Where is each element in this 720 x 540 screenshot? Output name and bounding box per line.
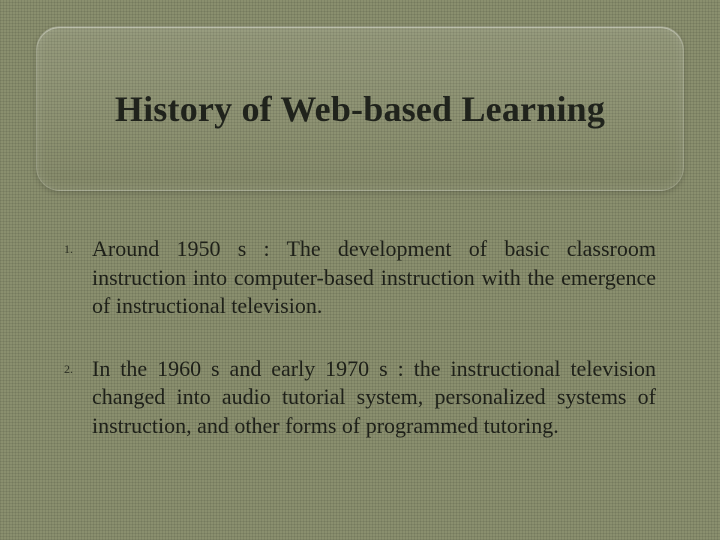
title-card: History of Web-based Learning [36,26,684,191]
list-text: In the 1960 s and early 1970 s : the ins… [92,355,656,441]
slide: History of Web-based Learning 1. Around … [0,0,720,540]
list-number: 2. [64,355,92,377]
list-number: 1. [64,235,92,257]
slide-title: History of Web-based Learning [115,88,605,130]
list-item: 1. Around 1950 s : The development of ba… [64,235,656,321]
numbered-list: 1. Around 1950 s : The development of ba… [36,235,684,441]
list-text: Around 1950 s : The development of basic… [92,235,656,321]
list-item: 2. In the 1960 s and early 1970 s : the … [64,355,656,441]
